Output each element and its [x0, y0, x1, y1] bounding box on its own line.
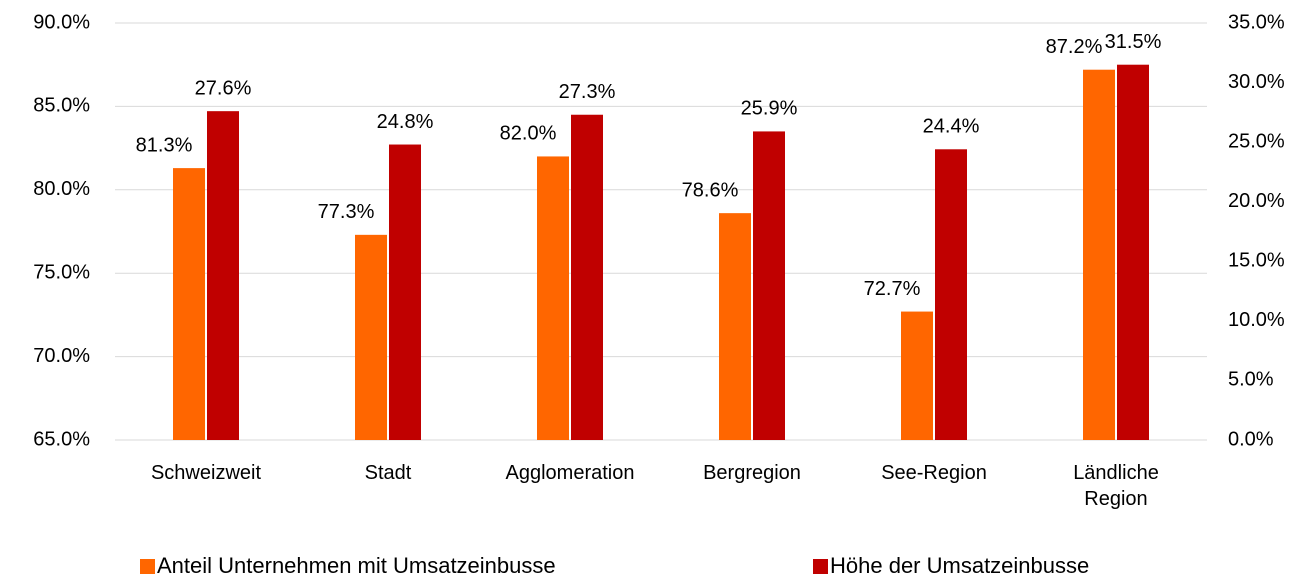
data-label: 25.9% — [741, 98, 798, 120]
y2-tick-label: 20.0% — [1228, 190, 1285, 212]
bar — [753, 131, 785, 441]
x-tick-label: Stadt — [364, 462, 412, 484]
y2-tick-label: 25.0% — [1228, 130, 1285, 152]
y-tick-label: 80.0% — [33, 178, 90, 200]
x-tick-label: Schweizweit — [150, 462, 262, 484]
x-tick-label: Agglomeration — [505, 462, 635, 484]
data-label: 27.3% — [559, 81, 616, 103]
y-tick-label: 85.0% — [33, 95, 90, 117]
y-tick-label: 70.0% — [33, 345, 90, 367]
y2-tick-label: 30.0% — [1228, 71, 1285, 93]
bar — [1117, 64, 1149, 440]
legend-label: Höhe der Umsatzeinbusse — [830, 553, 1089, 578]
data-label: 78.6% — [682, 179, 739, 201]
x-tick-label: Bergregion — [703, 462, 801, 484]
y-tick-label: 75.0% — [33, 261, 90, 283]
data-label: 72.7% — [864, 278, 921, 300]
legend-swatch — [813, 559, 828, 574]
legend-label: Anteil Unternehmen mit Umsatzeinbusse — [157, 553, 556, 578]
bar — [901, 311, 933, 440]
bar — [537, 156, 569, 440]
bar — [1083, 69, 1115, 440]
data-label: 31.5% — [1105, 31, 1162, 53]
y2-tick-label: 5.0% — [1228, 369, 1274, 391]
y-tick-label: 65.0% — [33, 428, 90, 450]
data-label: 87.2% — [1046, 36, 1103, 58]
x-tick-label: See-Region — [881, 462, 987, 484]
data-label: 27.6% — [195, 77, 252, 99]
bar — [389, 144, 421, 441]
bar — [355, 234, 387, 440]
bar — [173, 168, 205, 440]
bar — [719, 213, 751, 440]
data-label: 77.3% — [318, 201, 375, 223]
y2-tick-label: 10.0% — [1228, 309, 1285, 331]
bar — [571, 114, 603, 441]
data-label: 82.0% — [500, 123, 557, 145]
legend-swatch — [140, 559, 155, 574]
x-tick-label: Ländliche Region — [1073, 462, 1159, 510]
bar — [207, 111, 239, 440]
data-label: 24.8% — [377, 111, 434, 133]
data-label: 81.3% — [136, 134, 193, 156]
y2-tick-label: 15.0% — [1228, 250, 1285, 272]
y2-tick-label: 35.0% — [1228, 11, 1285, 33]
data-label: 24.4% — [923, 116, 980, 138]
y-tick-label: 90.0% — [33, 11, 90, 33]
y2-tick-label: 0.0% — [1228, 428, 1274, 450]
bar — [935, 149, 967, 440]
